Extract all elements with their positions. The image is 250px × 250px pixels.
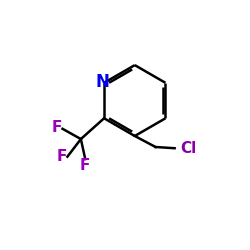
Text: F: F bbox=[80, 158, 90, 174]
Text: N: N bbox=[95, 72, 109, 90]
Text: F: F bbox=[57, 149, 67, 164]
Text: Cl: Cl bbox=[180, 141, 196, 156]
Text: F: F bbox=[52, 120, 62, 135]
